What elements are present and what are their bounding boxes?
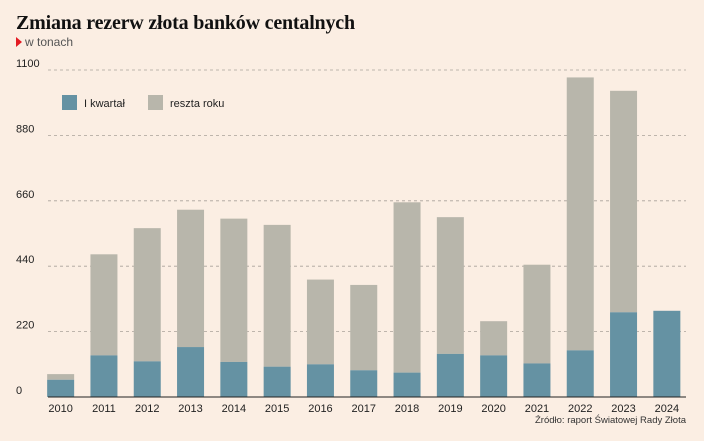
bar-i-kwartal-2015 [263, 366, 291, 397]
x-tick-label: 2018 [395, 403, 419, 415]
chart-title: Zmiana rezerw złota banków centalnych [16, 12, 355, 34]
bar-reszta-roku-2016 [306, 279, 334, 365]
x-tick-label: 2017 [352, 403, 376, 415]
bar-i-kwartal-2023 [610, 312, 638, 397]
y-tick-label: 880 [16, 123, 34, 135]
y-tick-label: 660 [16, 189, 34, 201]
bar-i-kwartal-2013 [177, 347, 205, 397]
x-tick-label: 2016 [308, 403, 332, 415]
legend-swatch-i-kwartal [62, 95, 77, 110]
x-tick-label: 2010 [48, 403, 72, 415]
bar-reszta-roku-2015 [263, 224, 291, 367]
bars [47, 77, 681, 397]
bar-reszta-roku-2017 [350, 284, 378, 371]
bar-i-kwartal-2024 [653, 310, 681, 397]
x-tick-label: 2011 [92, 403, 116, 415]
x-tick-label: 2022 [568, 403, 592, 415]
bar-i-kwartal-2020 [480, 355, 508, 397]
y-tick-label: 220 [16, 320, 34, 332]
y-tick-label: 0 [16, 385, 22, 397]
bar-reszta-roku-2022 [566, 77, 594, 351]
bar-reszta-roku-2012 [133, 228, 161, 362]
bar-reszta-roku-2014 [220, 218, 248, 362]
x-tick-label: 2013 [178, 403, 202, 415]
red-triangle-icon [16, 37, 22, 47]
bar-reszta-roku-2018 [393, 202, 421, 373]
y-tick-label: 1100 [16, 58, 40, 70]
bar-i-kwartal-2021 [523, 363, 551, 397]
bar-reszta-roku-2023 [610, 90, 638, 313]
legend: I kwartał reszta roku [62, 95, 224, 110]
x-tick-label: 2020 [481, 403, 505, 415]
bar-reszta-roku-2010 [47, 374, 75, 380]
bar-i-kwartal-2018 [393, 372, 421, 397]
bar-reszta-roku-2020 [480, 321, 508, 356]
bar-i-kwartal-2011 [90, 355, 118, 397]
bar-reszta-roku-2011 [90, 254, 118, 356]
legend-label-i-kwartal: I kwartał [84, 98, 126, 110]
bar-i-kwartal-2012 [133, 361, 161, 397]
legend-label-reszta-roku: reszta roku [170, 98, 224, 110]
bar-i-kwartal-2016 [306, 364, 334, 397]
axes: 0 220 440 660 880 1100 2010 2011 2012 2013 2014 201… [16, 58, 686, 415]
bar-reszta-roku-2013 [177, 209, 205, 348]
bar-i-kwartal-2022 [566, 350, 594, 397]
unit-label: w tonach [25, 35, 74, 49]
chart-subtitle: w tonach [16, 35, 73, 49]
x-tick-label: 2012 [135, 403, 159, 415]
x-tick-label: 2023 [611, 403, 635, 415]
bar-i-kwartal-2014 [220, 361, 248, 397]
bar-i-kwartal-2010 [47, 379, 75, 397]
x-tick-label: 2015 [265, 403, 289, 415]
y-tick-label: 440 [16, 254, 34, 266]
x-tick-label: 2024 [655, 403, 679, 415]
x-tick-label: 2019 [438, 403, 462, 415]
bar-reszta-roku-2021 [523, 264, 551, 364]
bar-reszta-roku-2019 [436, 217, 464, 354]
x-tick-label: 2021 [525, 403, 549, 415]
legend-swatch-reszta-roku [148, 95, 163, 110]
x-tick-label: 2014 [222, 403, 246, 415]
source-note: Źródło: raport Światowej Rady Złota [534, 415, 686, 426]
bar-i-kwartal-2017 [350, 370, 378, 397]
bar-i-kwartal-2019 [436, 353, 464, 397]
